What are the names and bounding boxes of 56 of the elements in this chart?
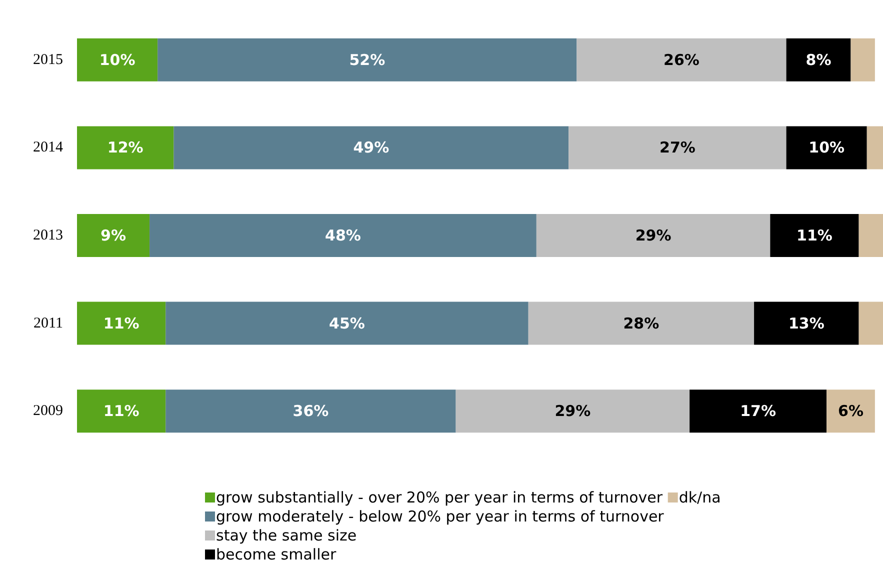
bar (77, 126, 174, 170)
data-label: 52% (349, 50, 386, 69)
y-tick-label: 2014 (33, 140, 64, 156)
data-label: 49% (353, 138, 390, 157)
legend-label: grow substantially - over 20% per year in terms of turnover (216, 488, 664, 506)
bar (568, 126, 786, 170)
bar (858, 302, 883, 345)
data-label: 10% (99, 50, 136, 69)
bar (690, 390, 827, 433)
data-label: 27% (660, 138, 696, 157)
bar (166, 302, 528, 345)
data-label: 13% (788, 314, 824, 332)
bar (850, 38, 875, 82)
legend-label: become smaller (216, 546, 337, 564)
y-tick-label: 2009 (33, 403, 63, 420)
y-tick-label: 2013 (33, 228, 63, 244)
y-tick-label: 2015 (33, 52, 63, 68)
bar (786, 126, 867, 170)
bar (158, 38, 577, 82)
data-label: 28% (623, 314, 660, 332)
data-label: 36% (292, 402, 329, 420)
data-label: 45% (329, 314, 365, 332)
bar (536, 214, 770, 258)
bar (770, 214, 859, 258)
bar (174, 126, 569, 170)
data-label: 29% (635, 226, 672, 244)
bar (150, 214, 536, 258)
y-tick-label: 2011 (34, 315, 63, 332)
data-label: 11% (103, 314, 140, 332)
bar (77, 214, 150, 258)
data-label: 11% (103, 402, 140, 420)
bar (866, 126, 883, 170)
data-label: 26% (664, 50, 700, 69)
bar (77, 302, 166, 345)
data-label: 29% (554, 402, 591, 420)
bar (826, 390, 875, 433)
data-label: 6% (838, 402, 864, 420)
bar (786, 38, 851, 82)
bar (576, 38, 786, 82)
data-label: 10% (808, 138, 845, 157)
bar (754, 302, 859, 345)
data-label: 12% (107, 138, 144, 157)
bar (77, 390, 166, 433)
legend-label: grow moderately - below 20% per year in terms of turnover (216, 508, 665, 526)
bar (77, 38, 158, 82)
legend-label: stay the same size (216, 526, 357, 544)
data-label: 17% (740, 402, 776, 420)
legend-label: dk/na (678, 488, 721, 506)
bar (456, 390, 690, 433)
data-label: 9% (100, 226, 126, 244)
bar (528, 302, 754, 345)
data-label: 11% (796, 226, 832, 244)
bar (166, 390, 456, 433)
data-label: 48% (325, 226, 361, 244)
data-label: 8% (806, 50, 832, 69)
bar (858, 214, 883, 258)
